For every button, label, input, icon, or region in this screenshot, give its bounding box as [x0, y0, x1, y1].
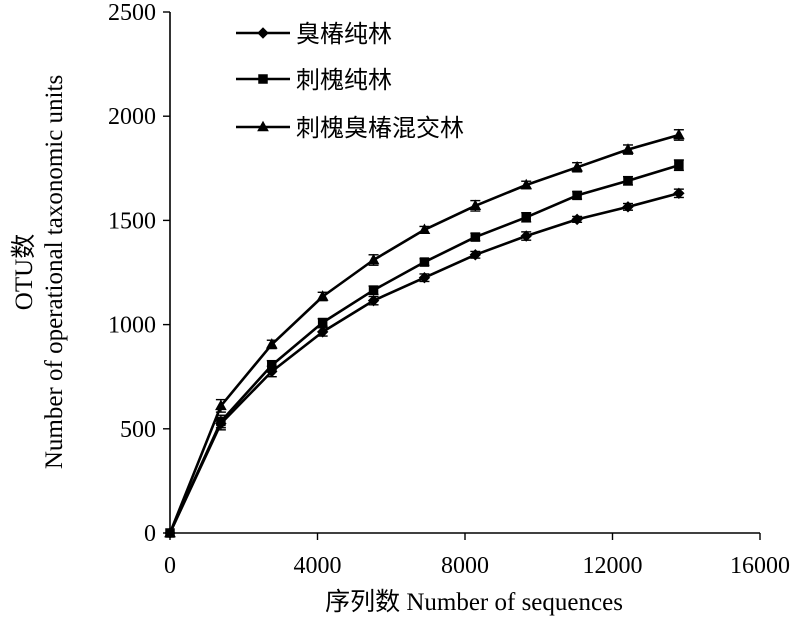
x-tick-label: 12000: [583, 553, 643, 579]
point-triangle: [257, 120, 269, 132]
series-2: [165, 159, 684, 538]
point-diamond: [316, 326, 329, 338]
legend-marker-square: [258, 74, 268, 84]
point-triangle: [316, 290, 329, 301]
point-square: [317, 317, 328, 328]
point-square: [216, 416, 226, 427]
legend-entry-1: 臭椿纯林: [236, 20, 392, 48]
y-tick-label: 1500: [108, 208, 156, 234]
point-diamond: [622, 201, 634, 213]
x-tick-label: 4000: [294, 553, 342, 579]
point-diamond: [257, 27, 269, 39]
point-triangle: [164, 526, 176, 538]
y-tick-label: 0: [144, 521, 156, 547]
point-square: [419, 257, 430, 267]
y-tick-label: 500: [120, 417, 156, 443]
point-triangle: [571, 160, 583, 172]
series-layer: [164, 128, 685, 539]
y-tick-label: 2500: [108, 0, 156, 26]
point-triangle: [418, 223, 431, 235]
point-square: [674, 160, 684, 170]
series-3: [164, 128, 685, 538]
y-axis-title-line1: OTU数: [10, 234, 38, 310]
y-tick-label: 1000: [108, 313, 156, 339]
axes: [169, 12, 760, 534]
series-line: [168, 133, 681, 535]
point-square: [521, 212, 531, 223]
y-tick-label: 2000: [108, 104, 156, 130]
point-square: [623, 176, 633, 186]
point-square: [267, 360, 277, 370]
point-diamond: [673, 187, 685, 200]
legend-entry-3: 刺槐臭椿混交林: [236, 114, 464, 142]
ticks: 0 500 1000 1500 2000 2500 0 4000 8000 12000 16000: [108, 0, 790, 579]
legend-label-1: 臭椿纯林: [296, 20, 392, 48]
y-axis-title-line2: Number of operational taxonomic units: [41, 75, 68, 469]
point-triangle: [673, 128, 685, 140]
point-square: [572, 190, 582, 201]
point-diamond: [571, 213, 583, 226]
x-tick-label: 8000: [441, 553, 489, 579]
point-diamond: [418, 272, 431, 284]
series-1: [164, 187, 685, 539]
point-diamond: [520, 230, 532, 242]
legend-label-2: 刺槐纯林: [296, 66, 392, 94]
point-diamond: [469, 249, 482, 261]
point-square: [470, 232, 481, 242]
x-axis-title: 序列数 Number of sequences: [325, 588, 623, 616]
point-triangle: [215, 399, 227, 411]
point-triangle: [265, 338, 278, 349]
x-tick-label: 0: [164, 553, 176, 579]
point-triangle: [622, 143, 634, 154]
legend: 臭椿纯林 刺槐纯林 刺槐臭椿混交林: [236, 20, 464, 142]
legend-entry-2: 刺槐纯林: [236, 66, 392, 94]
series-line: [168, 192, 681, 535]
point-triangle: [520, 178, 533, 190]
point-square: [368, 285, 379, 295]
legend-marker-triangle: [257, 120, 269, 132]
point-triangle: [469, 199, 482, 211]
point-square: [258, 74, 268, 84]
series-line: [168, 163, 681, 535]
point-diamond: [367, 294, 380, 307]
x-tick-label: 16000: [730, 553, 790, 579]
legend-marker-diamond: [257, 27, 269, 39]
legend-label-3: 刺槐臭椿混交林: [296, 114, 464, 142]
point-triangle: [367, 253, 380, 265]
